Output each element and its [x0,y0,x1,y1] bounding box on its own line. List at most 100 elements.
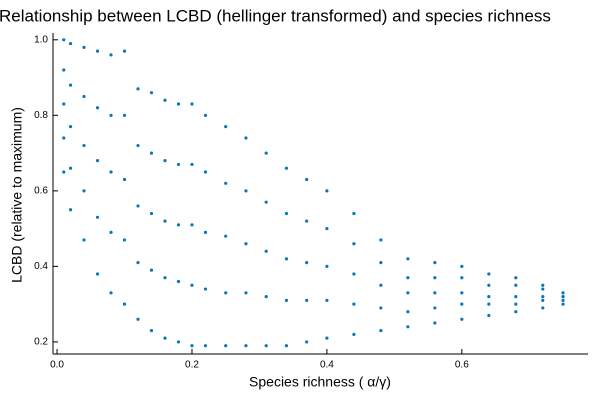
point [62,170,66,174]
point [203,230,208,234]
point [203,287,208,291]
point [352,332,356,336]
point [224,181,228,185]
point [82,94,86,99]
point [305,298,309,302]
chart-title: Relationship between LCBD (hellinger tra… [0,6,551,25]
point [149,268,154,272]
point [406,325,410,329]
point [433,321,437,325]
point [379,261,383,265]
point [224,234,228,238]
point [541,306,545,310]
point [561,294,565,299]
point [379,328,383,333]
point [68,83,73,87]
point [541,283,545,287]
point [82,238,86,242]
point [190,102,194,106]
point [305,261,309,265]
point [203,170,208,174]
point [163,219,167,223]
point [379,306,383,310]
point [149,328,154,333]
point [406,310,410,314]
point [284,298,289,302]
point [352,302,356,306]
point [514,276,518,280]
point [109,291,113,295]
point [95,49,100,53]
point [305,340,309,344]
point [190,162,194,167]
y-tick-label: 0.6 [34,185,48,196]
point [264,249,268,253]
point [264,294,268,299]
y-tick-label: 0.2 [34,337,48,348]
point [406,291,410,295]
x-tick-label: 0.4 [320,360,334,371]
point [62,38,66,42]
point [109,170,113,174]
point [264,151,268,155]
point [460,291,464,295]
point [406,276,410,280]
point [284,344,289,348]
point [284,166,289,170]
point [176,223,181,227]
point [190,283,194,287]
point [406,257,410,261]
point [122,113,127,117]
point [487,272,491,276]
point [244,189,248,193]
point [203,113,208,117]
point [325,227,329,231]
point [244,136,248,140]
point [514,283,518,287]
point [149,211,154,216]
point [352,272,356,276]
point [82,45,86,49]
point [224,291,228,295]
y-axis-label: LCBD (relative to maximum) [9,107,25,283]
point [68,208,73,212]
point [561,291,565,295]
point [109,53,113,57]
point [109,113,113,117]
point [244,242,248,246]
point [514,310,518,314]
point [352,242,356,246]
point [541,298,545,302]
x-tick-label: 0.0 [50,360,64,371]
point [460,276,464,280]
point [149,151,154,155]
point [433,291,437,295]
point [284,211,289,216]
point [82,143,86,148]
point [487,283,491,287]
point [561,302,565,306]
point [325,336,329,340]
point [62,136,66,140]
point [109,230,113,234]
point [136,204,140,208]
x-tick-label: 0.6 [455,360,469,371]
point [433,306,437,310]
y-tick-label: 0.8 [34,110,48,121]
point [136,261,140,265]
y-tick-label: 0.4 [34,261,48,272]
point [190,344,194,348]
point [95,159,100,163]
x-tick-label: 0.2 [185,360,199,371]
point [433,276,437,280]
point [163,276,167,280]
x-axis-label: Species richness ( α/γ) [249,374,391,390]
point [176,340,181,344]
point [487,294,491,299]
point [244,344,248,348]
point [136,87,140,91]
point [122,49,127,53]
point [68,125,73,129]
point [95,106,100,110]
